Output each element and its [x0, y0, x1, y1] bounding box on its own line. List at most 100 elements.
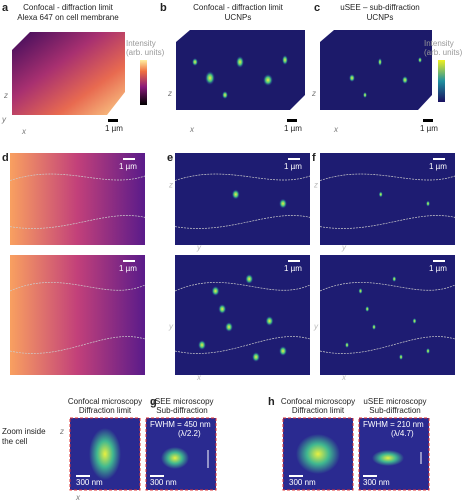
title: Alexa 647 on cell membrane: [17, 13, 119, 22]
image: [320, 255, 455, 375]
fwhm: (λ/2.2): [178, 429, 201, 438]
axis-label: y: [3, 322, 9, 331]
title: Confocal microscopy: [281, 397, 355, 406]
image: [10, 153, 145, 245]
particle: [218, 304, 227, 314]
volume: [320, 30, 432, 110]
scale-label: 1 µm: [429, 162, 447, 171]
particle: [252, 352, 260, 362]
axis-label: y: [31, 243, 37, 252]
particle: [365, 306, 370, 312]
panel-letter: e: [167, 152, 173, 164]
scale-bar: [123, 158, 135, 160]
particle: [265, 316, 274, 326]
scale-label: 300 nm: [150, 478, 177, 487]
panel-letter: b: [160, 2, 167, 14]
scale-bar: [287, 119, 297, 122]
particle: [358, 288, 363, 294]
scale-bar: [108, 119, 118, 122]
axis-label: y: [313, 322, 319, 331]
panel-g: g Confocal microscopy Diffraction limit …: [59, 396, 217, 502]
scale-label: 300 nm: [363, 478, 390, 487]
panel-letter: h: [268, 396, 275, 408]
axis-label: x: [333, 125, 339, 134]
scale-label: 300 nm: [76, 478, 103, 487]
axis-label: z: [311, 89, 316, 98]
axis-label: x: [21, 127, 27, 136]
panel-c: c uSEE – sub-diffraction UCNPs Intensity…: [311, 2, 463, 134]
axis-label: x: [75, 493, 81, 502]
title: uSEE microscopy: [363, 397, 426, 406]
particle: [225, 322, 233, 332]
scale-bar: [433, 158, 445, 160]
scale-bar: [433, 260, 445, 262]
colorbar: [438, 60, 445, 102]
title: Sub-diffraction: [156, 406, 207, 415]
title: uSEE – sub-diffraction: [340, 3, 419, 12]
scale-bar: [123, 260, 135, 262]
scale-label: 300 nm: [289, 478, 316, 487]
side-label: Zoom inside: [2, 427, 46, 436]
panel-letter: c: [314, 2, 320, 14]
panel-b: b Confocal - diffraction limit UCNPs 1 µ…: [160, 2, 305, 134]
scale-bar: [288, 260, 300, 262]
title: uSEE microscopy: [150, 397, 213, 406]
volume: [12, 32, 125, 115]
cell-outline: [319, 282, 456, 354]
particle: [392, 276, 397, 282]
scale-label: 1 µm: [284, 162, 302, 171]
scale-label: 1 µm: [284, 264, 302, 273]
particle: [279, 346, 287, 356]
particle: [231, 189, 240, 200]
particle: [412, 318, 417, 324]
panel-letter: g: [150, 396, 157, 408]
title: Sub-diffraction: [369, 406, 420, 415]
particle: [378, 191, 383, 198]
colorbar-label: Intensity: [126, 39, 156, 48]
colorbar-label: (arb. units): [126, 48, 165, 57]
particle: [426, 348, 430, 354]
particle: [211, 286, 220, 296]
cell-outline: [9, 173, 146, 229]
scale-label: 1 µm: [284, 124, 302, 133]
panel-letter: f: [312, 152, 316, 164]
title: Confocal - diffraction limit: [193, 3, 283, 12]
image: [10, 255, 145, 375]
axis-label: x: [31, 373, 37, 382]
title: Diffraction limit: [292, 406, 345, 415]
axis-label: z: [3, 180, 8, 189]
axis-label: y: [1, 115, 7, 124]
side-label: the cell: [2, 437, 28, 446]
axis-label: y: [196, 243, 202, 252]
colorbar: [140, 60, 147, 105]
panel-letter: a: [2, 2, 9, 14]
title: Confocal - diffraction limit: [23, 3, 113, 12]
cell-outline: [174, 282, 311, 354]
particle: [245, 274, 254, 284]
colorbar-label: Intensity: [424, 39, 454, 48]
fwhm: (λ/4.7): [391, 429, 414, 438]
particle: [426, 200, 430, 207]
cell-outline: [319, 173, 456, 229]
title: UCNPs: [367, 13, 394, 22]
scale-label: 1 µm: [429, 264, 447, 273]
volume: [176, 30, 305, 110]
axis-label: z: [168, 180, 173, 189]
cell-outline: [174, 173, 311, 229]
axis-label: y: [341, 243, 347, 252]
scale-label: 1 µm: [105, 124, 123, 133]
scale-label: 1 µm: [119, 162, 137, 171]
particle: [279, 198, 287, 209]
scale-bar: [423, 119, 433, 122]
panels-def: d 1 µm z y 1 µm y x e 1 µm z y 1 µm y x f 1 µm z y 1 µm y x: [2, 152, 456, 382]
title: Confocal microscopy: [68, 397, 142, 406]
image: [175, 255, 310, 375]
axis-label: x: [341, 373, 347, 382]
panel-a: a Confocal - diffraction limit Alexa 647…: [1, 2, 165, 136]
axis-label: x: [196, 373, 202, 382]
particle: [345, 342, 349, 348]
title: Diffraction limit: [79, 406, 132, 415]
particle: [372, 324, 376, 330]
axis-label: x: [189, 125, 195, 134]
